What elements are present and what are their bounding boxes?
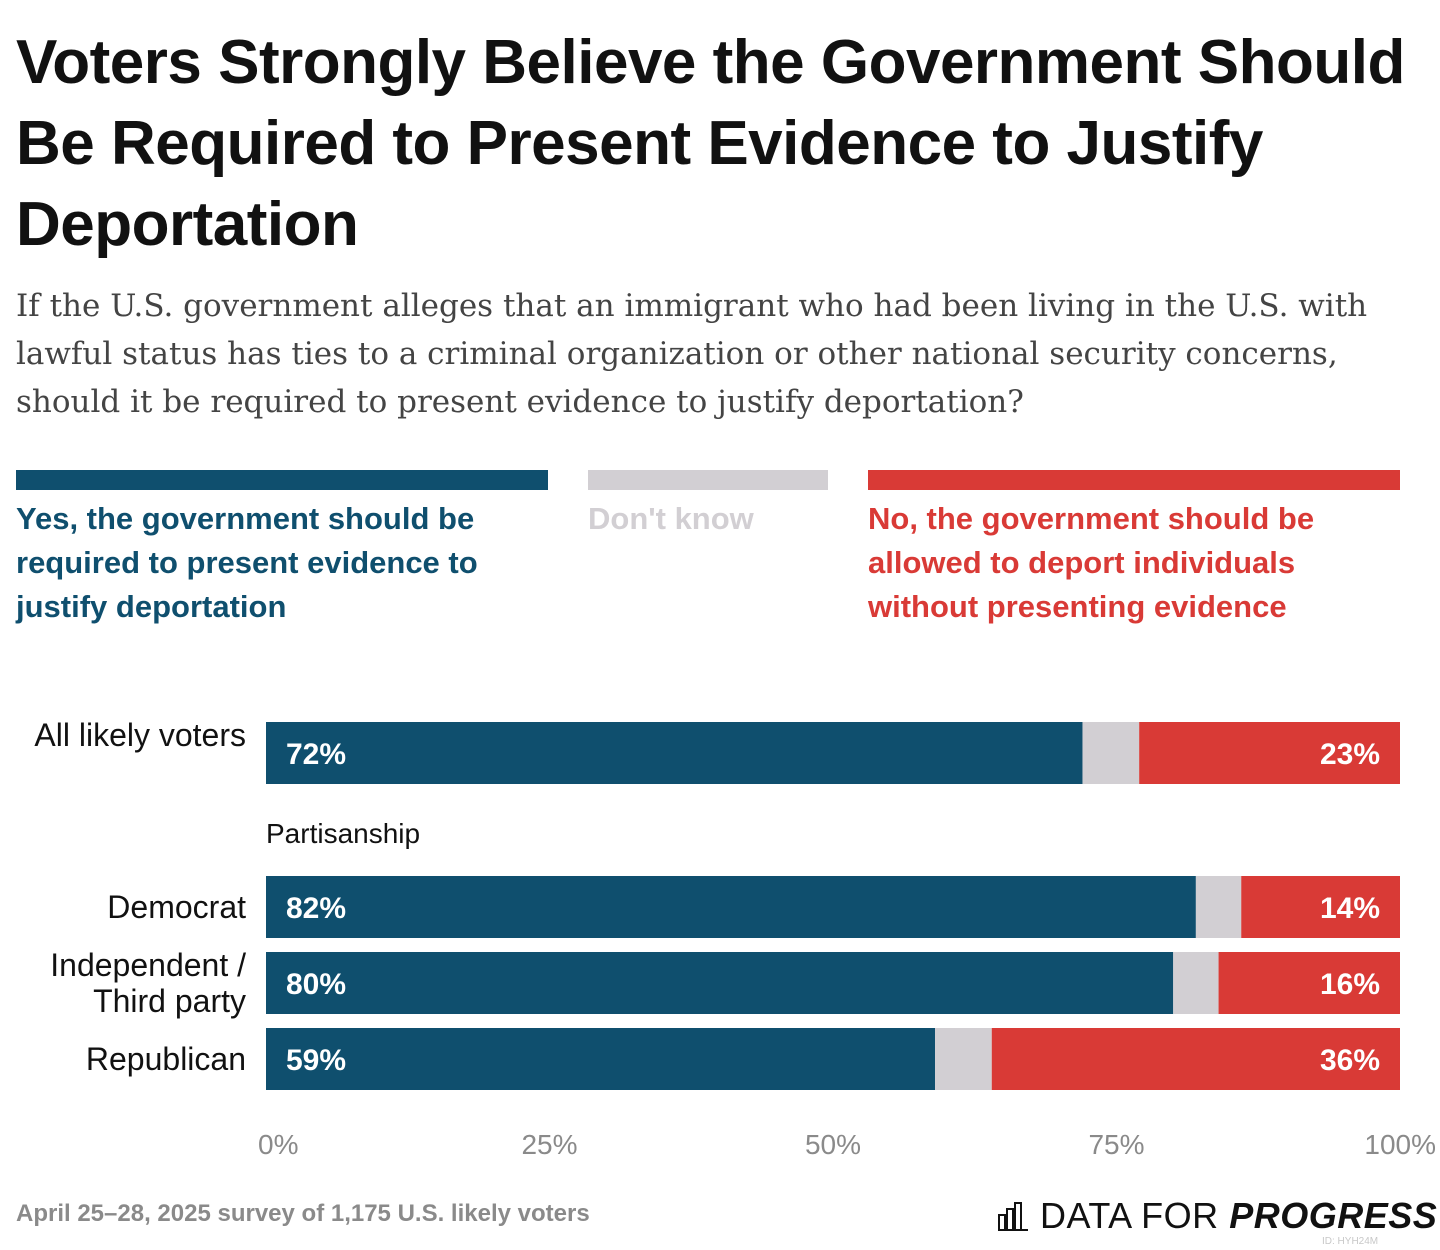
- brand-prefix: DATA FOR: [1040, 1195, 1219, 1236]
- data-label-yes-independent-third-party: 80%: [286, 968, 346, 1001]
- x-tick-label-75: 75%: [1088, 1129, 1144, 1160]
- legend-swatch-no: [868, 470, 1400, 490]
- data-label-no-democrat: 14%: [1320, 892, 1380, 925]
- chart-title: Voters Strongly Believe the Government S…: [16, 28, 1405, 259]
- x-tick-label-100: 100%: [1364, 1129, 1436, 1160]
- bar-segment-democrat-no: [1241, 876, 1400, 938]
- bar-segment-democrat-yes: [266, 876, 1196, 938]
- row-label-independent: Independent / Third party: [50, 947, 246, 1019]
- x-tick-label-0: 0%: [258, 1129, 298, 1160]
- data-label-no-republican: 36%: [1320, 1044, 1380, 1077]
- bar-segment-independent-third-party-yes: [266, 952, 1174, 1014]
- brand-wordmark: DATA FOR PROGRESS: [1040, 1195, 1437, 1237]
- bar-segment-all-likely-voters-no: [1139, 722, 1400, 784]
- group-label-partisanship: Partisanship: [266, 818, 421, 849]
- row-label-all-likely-voters: All likely voters: [34, 717, 246, 753]
- legend-label-yes: Yes, the government should be required t…: [16, 501, 478, 624]
- bar-segment-independent-third-party-dont-know: [1173, 952, 1219, 1014]
- legend-label-no: No, the government should be allowed to …: [868, 501, 1315, 624]
- legend-swatch-yes: [16, 470, 548, 490]
- data-label-yes-all-likely-voters: 72%: [286, 738, 346, 771]
- data-label-yes-democrat: 82%: [286, 892, 346, 925]
- bar-segment-democrat-dont-know: [1195, 876, 1242, 938]
- bar-segment-all-likely-voters-yes: [266, 722, 1083, 784]
- bar-segment-republican-yes: [266, 1028, 936, 1090]
- data-label-no-independent-third-party: 16%: [1320, 968, 1380, 1001]
- bar-chart-logo-icon: [998, 1202, 1028, 1231]
- row-label-republican: Republican: [85, 1041, 246, 1077]
- legend-label-dont-know: Don't know: [588, 501, 754, 536]
- chart-subtitle: If the U.S. government alleges that an i…: [16, 288, 1368, 420]
- bar-segment-independent-third-party-no: [1218, 952, 1400, 1014]
- x-tick-label-25: 25%: [521, 1129, 577, 1160]
- data-label-yes-republican: 59%: [286, 1044, 346, 1077]
- brand-emphasis: PROGRESS: [1229, 1195, 1438, 1236]
- chart-id-watermark: ID: HYH24M: [1322, 1236, 1379, 1247]
- data-label-no-all-likely-voters: 23%: [1320, 738, 1380, 771]
- survey-note: April 25–28, 2025 survey of 1,175 U.S. l…: [16, 1200, 590, 1227]
- legend-swatch-dont-know: [588, 470, 828, 490]
- bar-segment-republican-no: [991, 1028, 1400, 1090]
- brand-logo: DATA FOR PROGRESS: [998, 1194, 1437, 1238]
- bar-segment-all-likely-voters-dont-know: [1082, 722, 1140, 784]
- bar-segment-republican-dont-know: [935, 1028, 992, 1090]
- x-tick-label-50: 50%: [805, 1129, 861, 1160]
- row-label-democrat: Democrat: [107, 889, 246, 925]
